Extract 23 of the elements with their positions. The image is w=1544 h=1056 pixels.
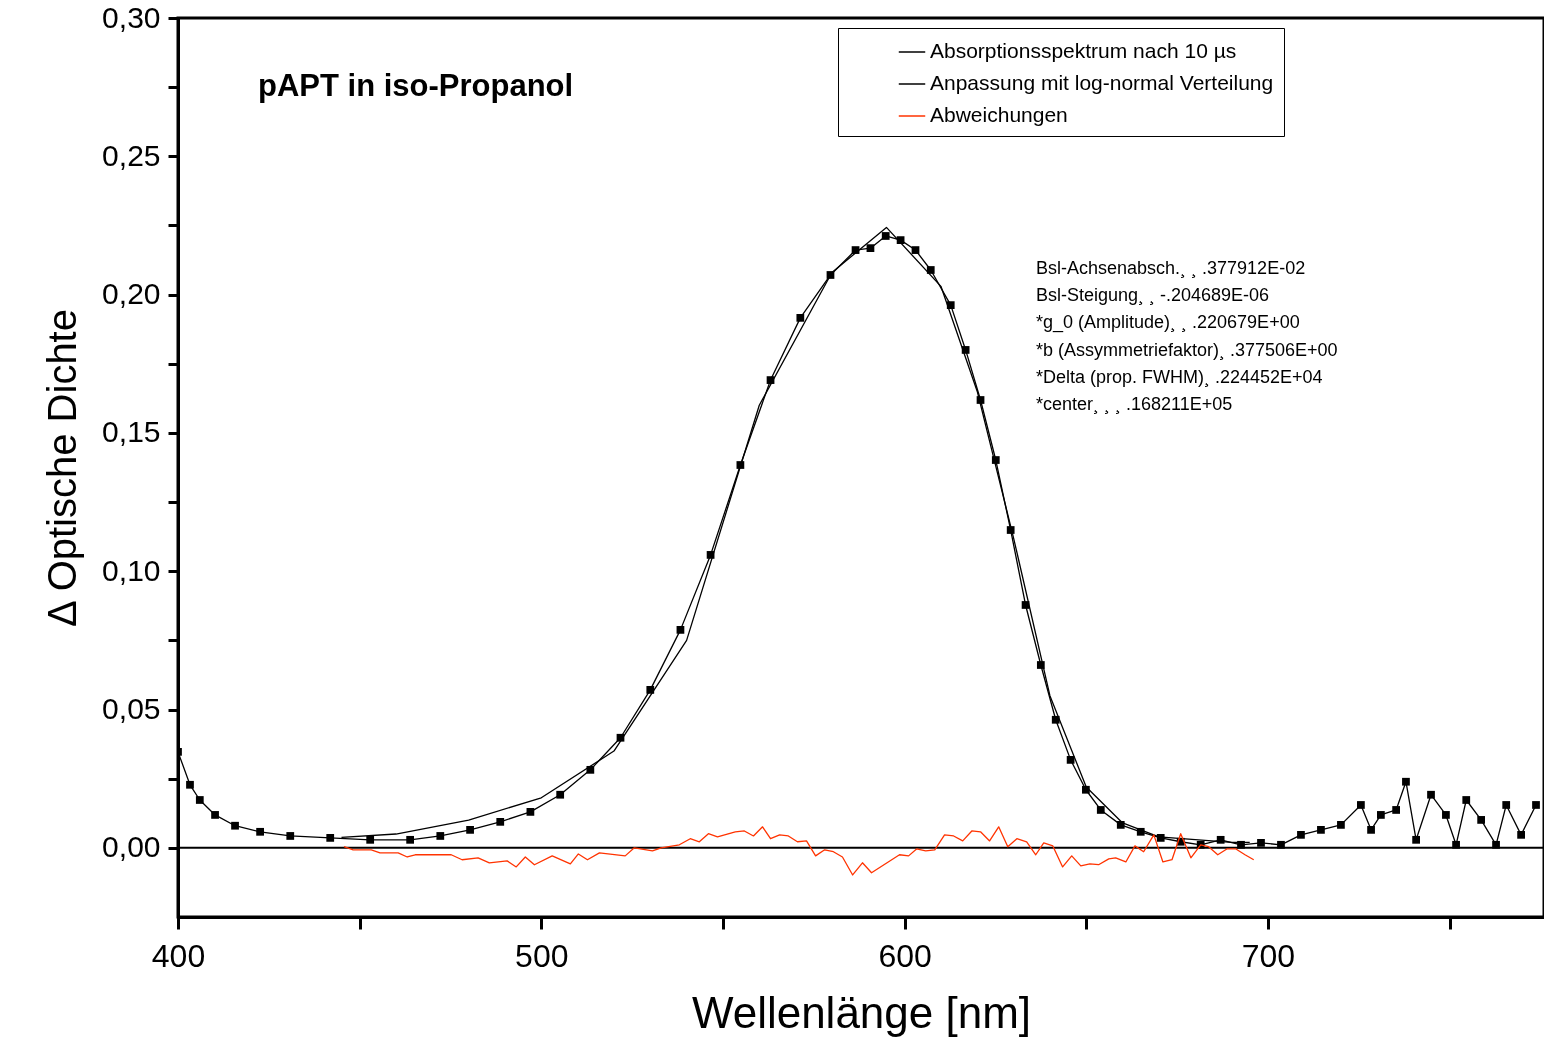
annotation: Bsl-Achsenabsch.¸ ¸ .377912E-02	[1036, 258, 1306, 278]
annotation: *b (Assymmetriefaktor)¸ .377506E+00	[1036, 339, 1338, 360]
y-tick-label: 0,30	[102, 0, 161, 34]
text: pAPT in iso-Propanol	[258, 68, 574, 103]
y-tick-label: 0,25	[102, 138, 161, 172]
annotation: *center¸ ¸ ¸ .168211E+05	[1036, 394, 1233, 414]
annotation: Bsl-Steigung¸ ¸ -.204689E-06	[1036, 285, 1270, 306]
annotation: *Delta (prop. FWHM)¸ .224452E+04	[1036, 366, 1323, 387]
x-tick-label: 500	[515, 937, 569, 974]
y-tick-label: 0,20	[102, 277, 161, 311]
legend-label: Absorptionsspektrum nach 10 µs	[930, 39, 1237, 62]
x-axis-title: Wellenlänge [nm]	[691, 987, 1032, 1037]
legend-label: Anpassung mit log-normal Verteilung	[930, 71, 1274, 94]
y-tick-label: 0,05	[102, 692, 161, 726]
x-tick-label: 600	[878, 937, 932, 974]
x-tick-label: 400	[151, 937, 206, 974]
x-tick-label: 700	[1241, 937, 1296, 974]
y-tick-label: 0,10	[102, 553, 161, 587]
y-tick-label: 0,00	[102, 830, 161, 864]
y-axis-title: Δ Optische Dichte	[40, 309, 85, 627]
annotation: *g_0 (Amplitude)¸ ¸ .220679E+00	[1036, 312, 1300, 334]
legend-label: Abweichungen	[930, 103, 1068, 126]
y-tick-label: 0,15	[102, 415, 161, 449]
